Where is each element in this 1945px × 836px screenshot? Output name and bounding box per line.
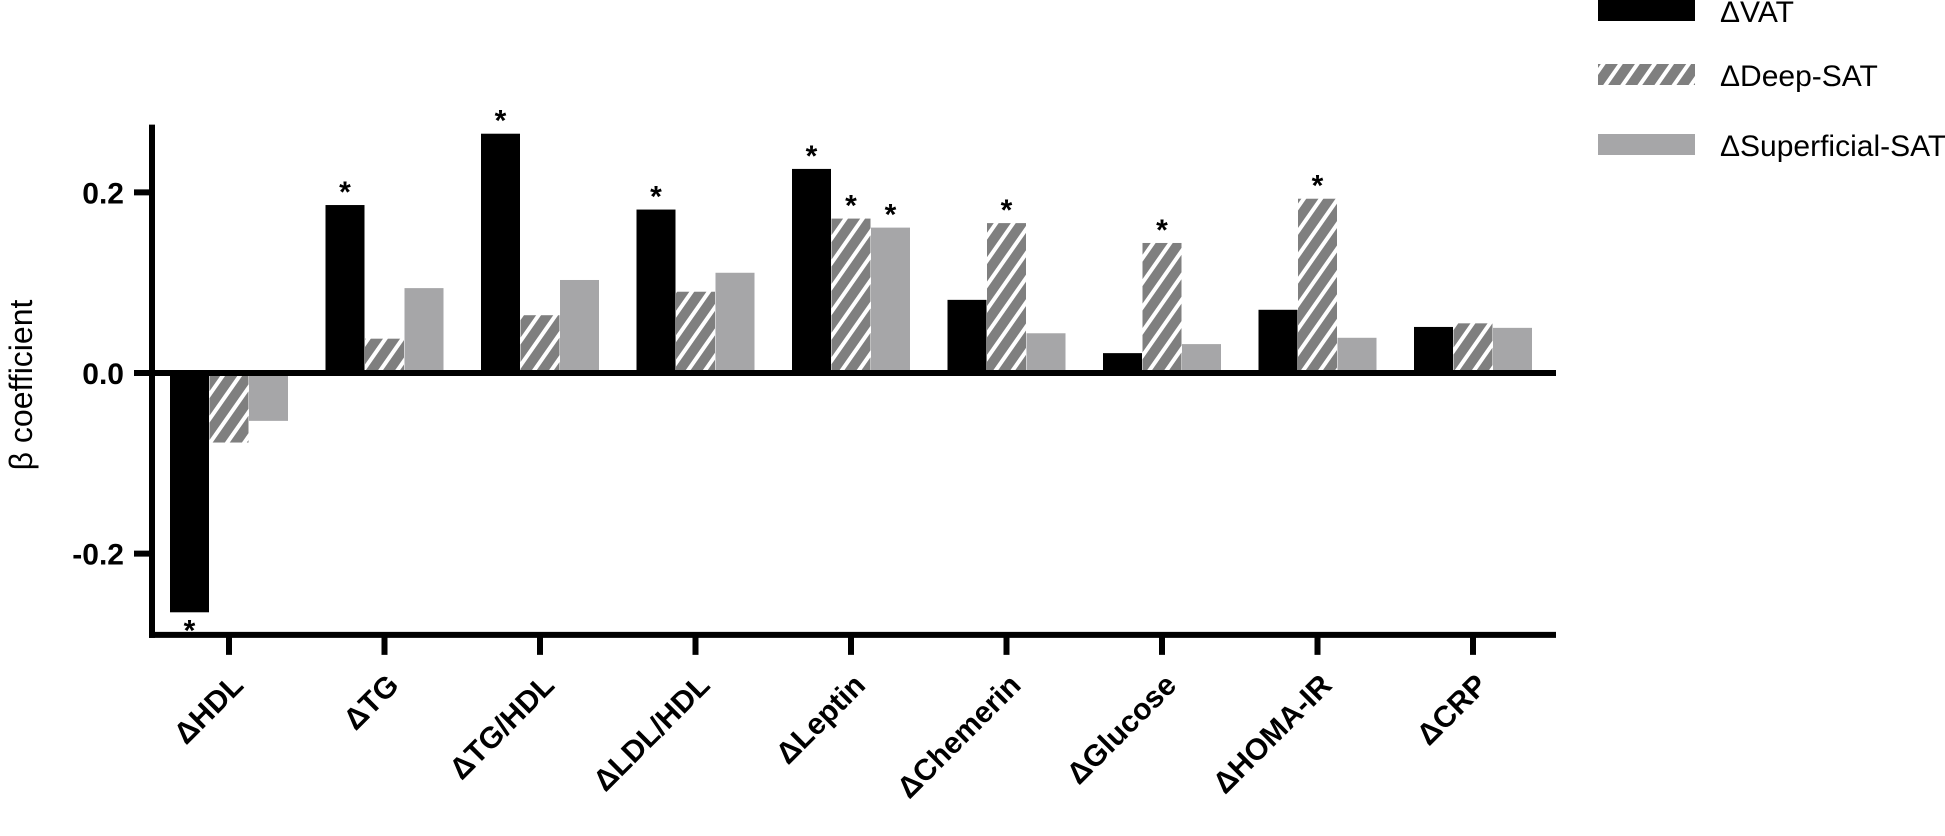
bar-hdl-series-2 [249,373,288,421]
bar-ldl-hdl-series-1 [676,291,715,373]
bar-glucose-series-0 [1103,353,1142,373]
significance-asterisk: * [495,105,507,138]
bar-tg-hdl-series-0 [481,133,520,373]
x-ticks: ΔHDL ΔTG ΔTG/HDL ΔLDL/HDL ΔLeptin ΔChemerin ΔG… [168,634,1494,805]
y-tick-label: -0.2 [72,539,124,572]
bar-homa-ir-series-0 [1258,309,1298,373]
legend-swatch-vat [1598,0,1695,21]
bar-chemerin-series-0 [947,299,987,373]
bar-hdl-series-0 [170,373,209,613]
bar-glucose-series-2 [1182,344,1221,373]
bar-glucose-series-1 [1142,242,1182,373]
legend: ΔVAT ΔDeep-SAT ΔSuperficial-SAT [1598,0,1945,163]
bar-leptin-series-0 [792,168,831,373]
significance-asterisk: * [1001,194,1013,227]
y-tick-label: 0.0 [82,358,124,391]
x-tick-label: ΔHOMA-IR [1207,668,1339,800]
y-tick-label: 0.2 [82,177,124,210]
bar-crp-series-2 [1493,327,1532,373]
bar-crp-series-0 [1414,326,1453,373]
x-tick-label: ΔCRP [1411,668,1494,751]
y-axis-title: β coefficient [3,299,39,470]
bar-tg-hdl-series-2 [560,279,599,373]
x-tick-label: ΔHDL [168,668,250,750]
bar-ldl-hdl-series-0 [636,209,676,373]
significance-asterisk: * [885,199,897,232]
bar-leptin-series-2 [871,227,910,373]
bar-tg-series-1 [365,338,404,373]
significance-asterisk: * [1312,170,1324,203]
bar-leptin-series-1 [831,218,871,373]
significance-asterisk: * [845,190,857,223]
bar-chemerin-series-1 [987,223,1026,373]
legend-label-vat: ΔVAT [1720,0,1794,29]
y-ticks: -0.2 0.0 0.2 [72,177,152,572]
bar-tg-series-2 [404,288,444,373]
legend-swatch-superficial-sat [1598,134,1695,155]
significance-asterisk: * [184,614,196,647]
bar-tg-series-0 [325,205,365,373]
bar-homa-ir-series-2 [1337,337,1377,373]
bar-chemerin-series-2 [1026,333,1066,373]
x-tick-label: ΔTG/HDL [443,668,561,786]
significance-asterisk: * [806,140,818,173]
legend-label-deep-sat: ΔDeep-SAT [1720,60,1878,93]
x-tick-label: ΔTG [337,668,405,736]
legend-label-superficial-sat: ΔSuperficial-SAT [1720,130,1945,163]
x-tick-label: ΔGlucose [1061,668,1183,790]
bar-hdl-series-1 [209,373,249,443]
bar-tg-hdl-series-1 [520,315,560,373]
bar-ldl-hdl-series-2 [715,272,755,373]
significance-asterisk: * [1156,214,1168,247]
bar-crp-series-1 [1453,323,1493,373]
significance-asterisk: * [339,176,351,209]
significance-asterisk: * [650,181,662,214]
bar-homa-ir-series-1 [1298,198,1337,373]
x-tick-label: ΔLDL/HDL [587,668,716,797]
legend-swatch-deep-sat [1598,64,1695,85]
bars-layer [170,133,1532,613]
x-tick-label: ΔChemerin [891,668,1027,804]
significance-markers: * * * * * * * * * * [184,105,1324,648]
x-tick-label: ΔLeptin [770,668,872,770]
